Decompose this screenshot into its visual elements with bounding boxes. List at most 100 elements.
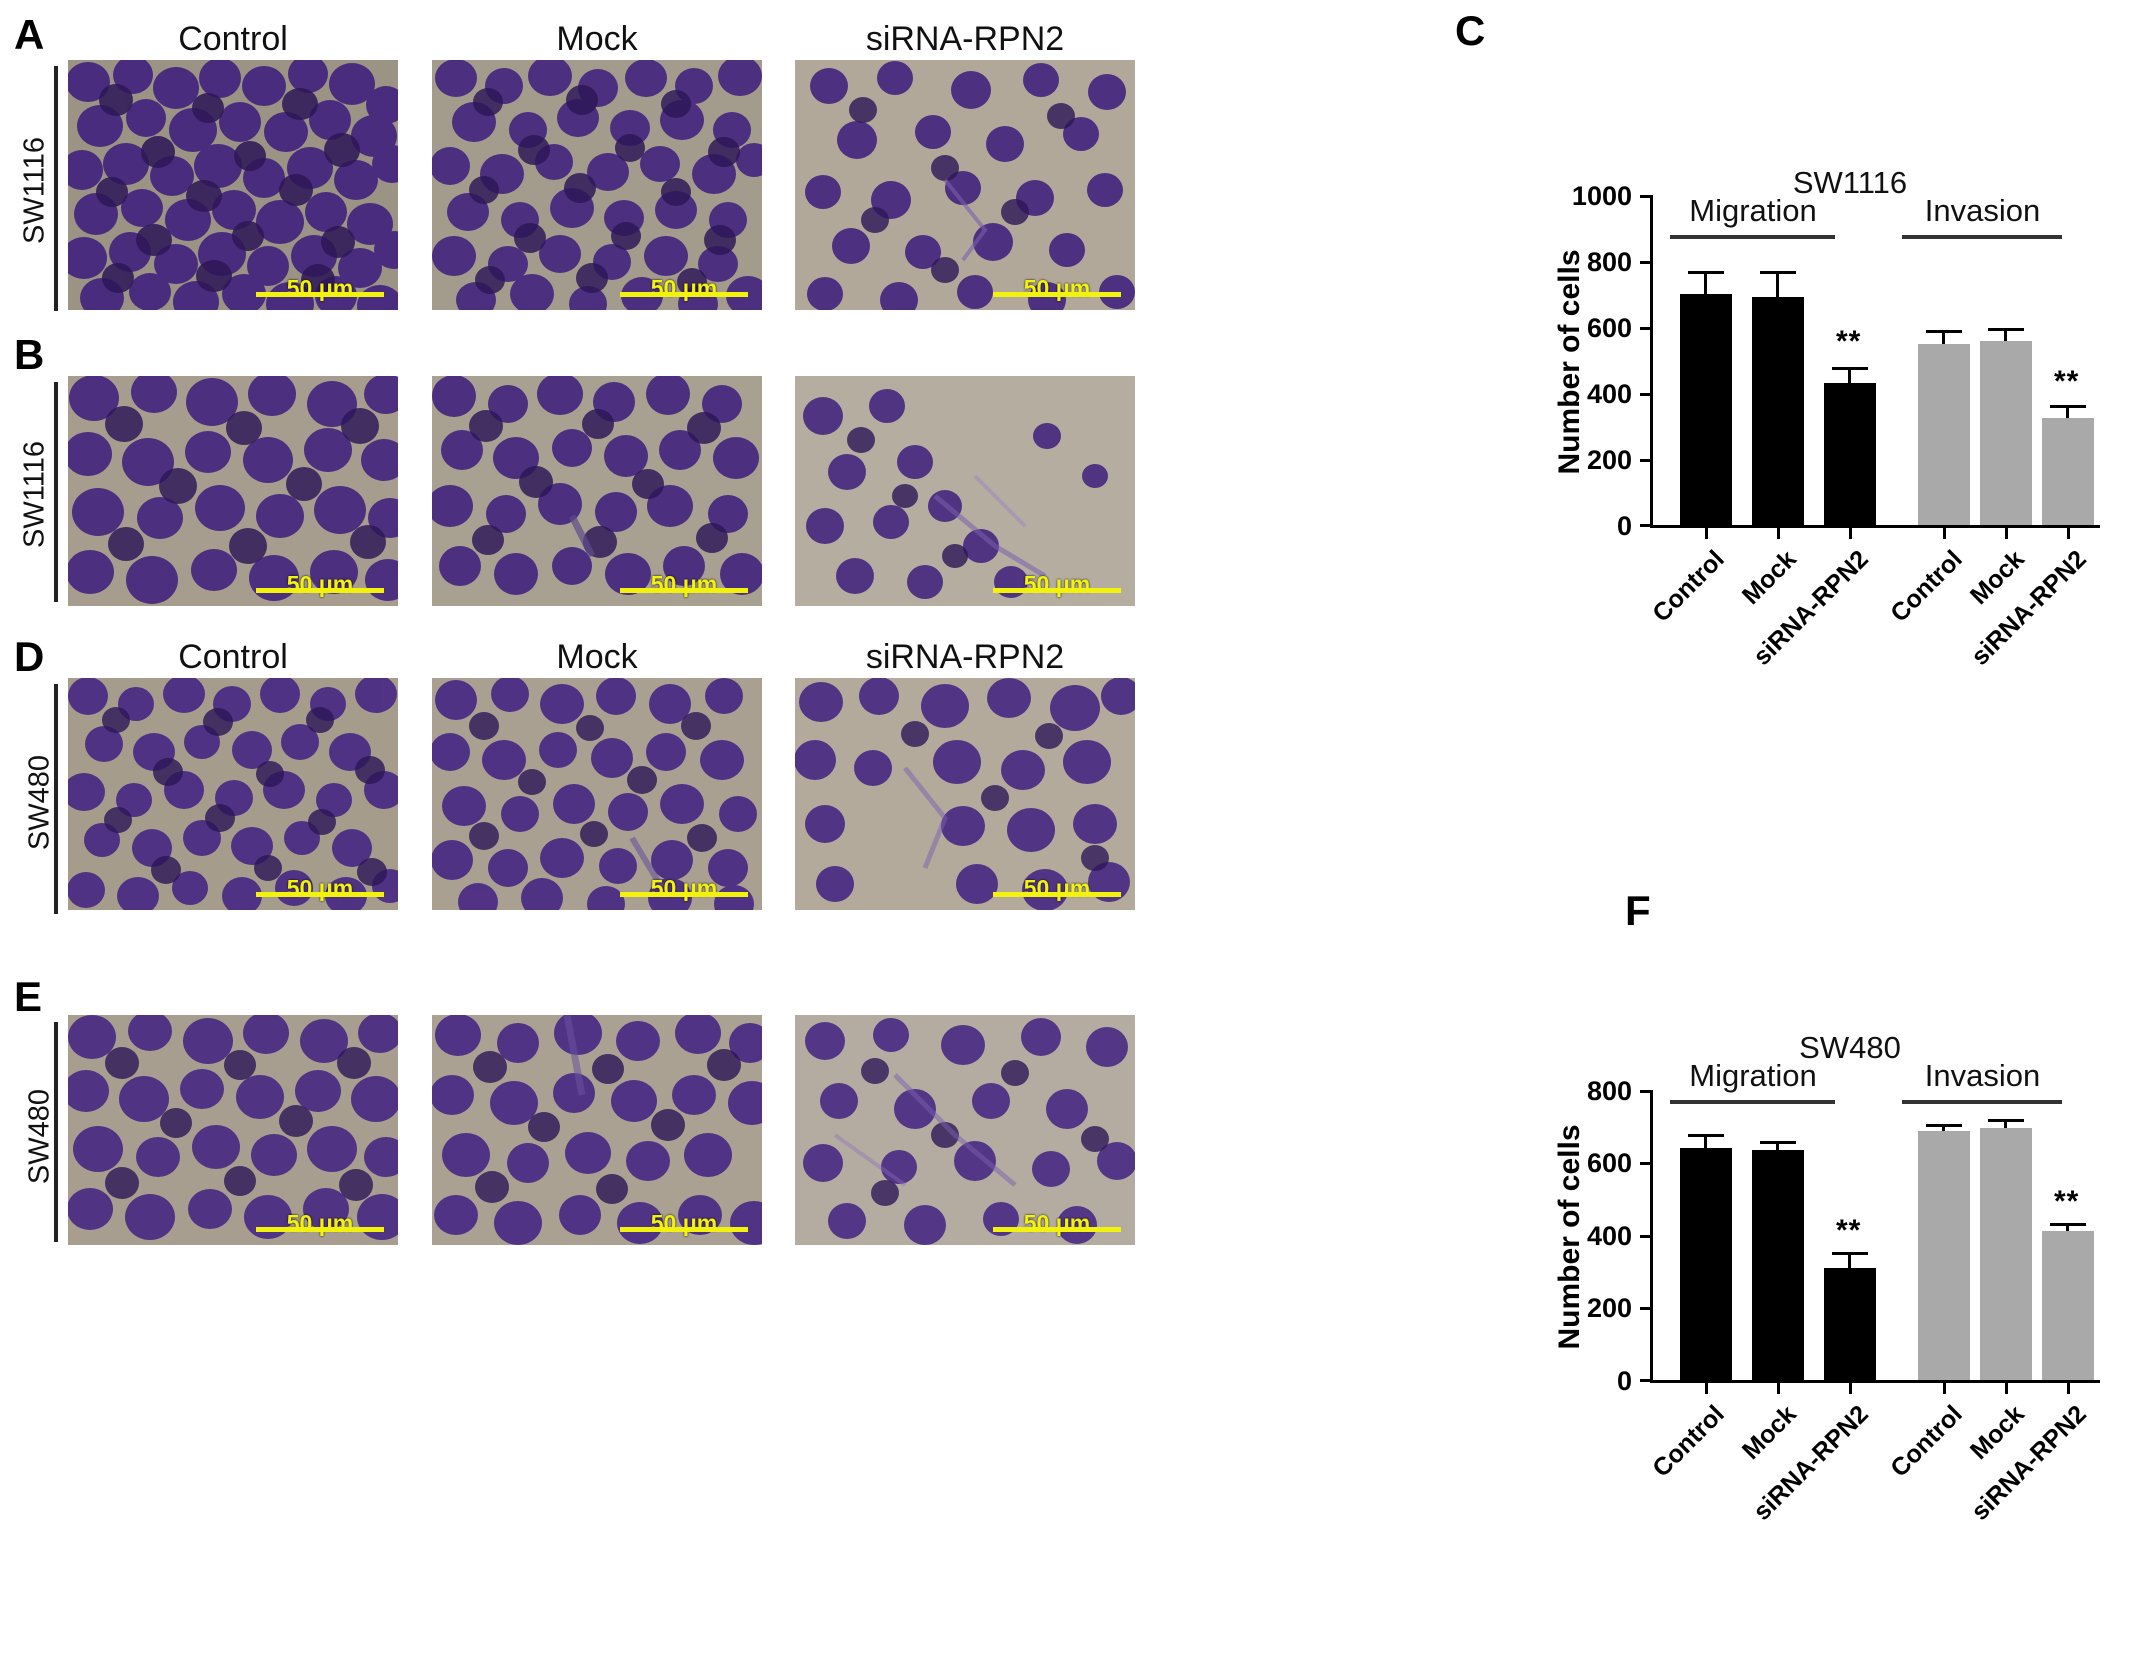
- micrograph-e-sirna: 50 μm: [795, 1015, 1135, 1245]
- bracket-line: [54, 382, 58, 602]
- scale-bar: 50 μm: [993, 276, 1121, 300]
- row-label-sw1116-b: SW1116: [18, 441, 51, 548]
- row-label-sw480-d: SW480: [23, 754, 56, 851]
- column-header-sirna-top: siRNA-RPN2: [865, 20, 1065, 58]
- chart-f-ytick-label-400: 400: [1586, 1221, 1632, 1251]
- chart-f-ytick-label-0: 0: [1616, 1366, 1632, 1396]
- chart-f-x-axis: [1650, 1380, 2100, 1383]
- scale-bar-line: [993, 588, 1121, 593]
- chart-c-ytick-label-1000: 1000: [1571, 181, 1632, 211]
- chart-c-xtick: [2005, 528, 2008, 539]
- bracket-line: [54, 684, 58, 914]
- micrograph-b-mock: 50 μm: [432, 376, 762, 606]
- chart-c-xtick: [1943, 528, 1946, 539]
- scale-bar: 50 μm: [993, 876, 1121, 900]
- chart-c-err-migration-sirna: [1848, 367, 1851, 383]
- chart-f-xtick: [2067, 1383, 2070, 1394]
- chart-f-err-migration-mock: [1776, 1141, 1779, 1150]
- chart-f-err-migration-control: [1704, 1134, 1707, 1148]
- scale-bar-line: [256, 292, 384, 297]
- chart-f-ytick: [1640, 1162, 1651, 1165]
- chart-f-err-invasion-sirna: [2066, 1223, 2069, 1231]
- chart-c-xtick: [1705, 528, 1708, 539]
- panel-letter-a: A: [14, 11, 45, 58]
- chart-c-sig-migration-sirna: **: [1836, 325, 1862, 358]
- column-header-mock-bottom: Mock: [556, 638, 638, 676]
- chart-c-ytick-label-200: 200: [1586, 445, 1632, 475]
- chart-f-group-rule-migration: [1670, 1100, 1835, 1104]
- chart-f-err-migration-sirna: [1848, 1252, 1851, 1268]
- chart-f-ytick-label-200: 200: [1586, 1293, 1632, 1323]
- row-label-sw480-e: SW480: [23, 1088, 56, 1185]
- chart-f-errcap-invasion-sirna: [2050, 1223, 2086, 1226]
- chart-c-err-invasion-control: [1942, 330, 1945, 344]
- panel-letter-d: D: [14, 633, 45, 680]
- micrograph-field: [68, 376, 398, 606]
- scale-bar-line: [256, 1227, 384, 1232]
- micrograph-field: [68, 60, 398, 310]
- chart-f-ytick-label-600: 600: [1586, 1148, 1632, 1178]
- micrograph-e-control: 50 μm: [68, 1015, 398, 1245]
- chart-c-errcap-invasion-control: [1926, 330, 1962, 333]
- chart-f: SW480 Number of cells 800 600 400 200 0 …: [1553, 1030, 2120, 1526]
- column-header-sirna-bottom: siRNA-RPN2: [865, 638, 1065, 676]
- panel-letter-f: F: [1625, 887, 1651, 934]
- bracket-line: [54, 66, 58, 311]
- column-header-control-top: Control: [178, 20, 288, 58]
- chart-c-errcap-migration-sirna: [1832, 367, 1868, 370]
- scale-bar-line: [620, 588, 748, 593]
- scale-bar-line: [256, 892, 384, 897]
- chart-f-bar-migration-mock: [1752, 1150, 1804, 1380]
- scale-bar: 50 μm: [993, 572, 1121, 596]
- chart-c-ytick: [1640, 524, 1651, 527]
- chart-c-group-invasion: Invasion: [1924, 193, 2041, 228]
- chart-c: SW1116 Number of cells 1000 800 600 400 …: [1553, 165, 2120, 671]
- micrograph-field: [432, 376, 762, 606]
- chart-c-group-rule-migration: [1670, 235, 1835, 239]
- chart-f-group-rule-invasion: [1902, 1100, 2062, 1104]
- chart-c-xtick: [1777, 528, 1780, 539]
- micrograph-field: [68, 678, 398, 910]
- chart-f-bar-migration-sirna: [1824, 1268, 1876, 1380]
- chart-c-ytick: [1640, 261, 1651, 264]
- chart-f-errcap-migration-mock: [1760, 1141, 1796, 1144]
- chart-c-err-migration-mock: [1776, 271, 1779, 297]
- scale-bar: 50 μm: [256, 572, 384, 596]
- chart-f-errcap-invasion-mock: [1988, 1119, 2024, 1122]
- chart-c-y-axis: [1650, 195, 1653, 525]
- chart-c-xtick: [1849, 528, 1852, 539]
- micrograph-field: [432, 678, 762, 910]
- chart-c-x-axis: [1650, 525, 2100, 528]
- chart-f-y-axis: [1650, 1090, 1653, 1380]
- chart-f-ytick: [1640, 1379, 1651, 1382]
- column-header-control-bottom: Control: [178, 638, 288, 676]
- chart-c-bar-migration-mock: [1752, 297, 1804, 525]
- chart-c-err-invasion-mock: [2004, 328, 2007, 341]
- chart-c-bar-invasion-sirna: [2042, 418, 2094, 525]
- chart-f-err-invasion-control: [1942, 1124, 1945, 1131]
- scale-bar-line: [993, 892, 1121, 897]
- scale-bar: 50 μm: [256, 276, 384, 300]
- panel-letter-c: C: [1455, 7, 1486, 54]
- chart-f-xtick: [1705, 1383, 1708, 1394]
- chart-f-errcap-invasion-control: [1926, 1124, 1962, 1127]
- chart-c-xlabel-migration-sirna: siRNA-RPN2: [1747, 545, 1874, 671]
- chart-c-bar-migration-control: [1680, 294, 1732, 525]
- scale-bar: 50 μm: [620, 276, 748, 300]
- chart-f-group-invasion: Invasion: [1924, 1058, 2041, 1093]
- scale-bar-line: [620, 292, 748, 297]
- scale-bar: 50 μm: [620, 1211, 748, 1235]
- panel-letter-b: B: [14, 331, 45, 378]
- chart-c-ytick: [1640, 459, 1651, 462]
- chart-c-ytick: [1640, 195, 1651, 198]
- micrograph-field: [68, 1015, 398, 1245]
- chart-f-errcap-migration-sirna: [1832, 1252, 1868, 1255]
- chart-c-err-invasion-sirna: [2066, 405, 2069, 418]
- chart-c-ytick-label-600: 600: [1586, 313, 1632, 343]
- scale-bar-line: [620, 892, 748, 897]
- chart-f-xtick: [1943, 1383, 1946, 1394]
- scale-bar-line: [993, 1227, 1121, 1232]
- scale-bar-line: [256, 588, 384, 593]
- chart-f-sig-invasion-sirna: **: [2054, 1185, 2080, 1218]
- scale-bar: 50 μm: [620, 876, 748, 900]
